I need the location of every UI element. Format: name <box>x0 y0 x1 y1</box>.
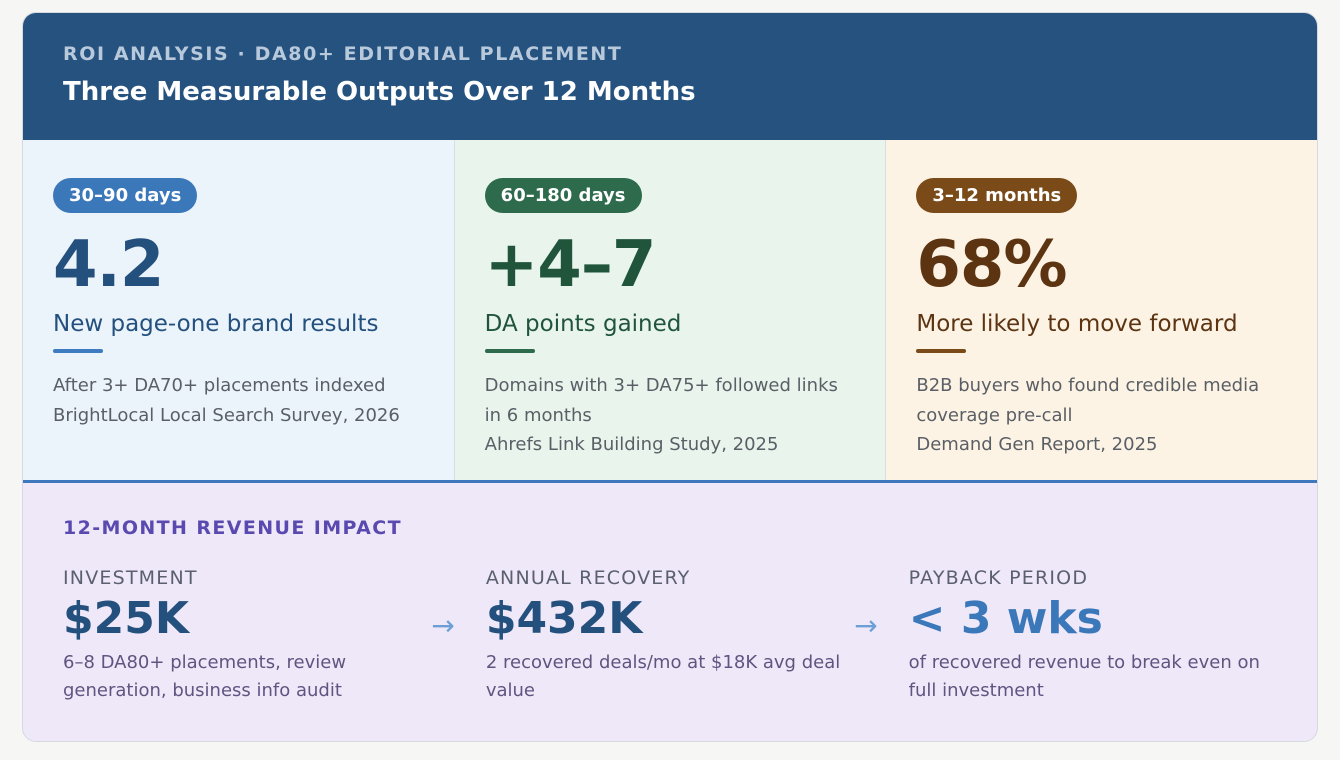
revenue-value: $432K <box>485 593 643 644</box>
timeframe-badge: 30–90 days <box>53 178 198 213</box>
card-title: Three Measurable Outputs Over 12 Months <box>63 77 696 107</box>
investment-column: INVESTMENT $25K 6–8 DA80+ placements, re… <box>63 567 431 705</box>
roi-card: ROI ANALYSIS · DA80+ EDITORIAL PLACEMENT… <box>22 12 1318 742</box>
metric-note: After 3+ DA70+ placements indexed Bright… <box>53 371 424 430</box>
metric-label: More likely to move forward <box>916 311 1238 337</box>
metric-note-line: B2B buyers who found credible media cove… <box>916 375 1260 426</box>
metric-value: 4.2 <box>53 228 164 302</box>
revenue-desc: of recovered revenue to break even on fu… <box>908 652 1260 701</box>
metric-value: +4–7 <box>484 228 657 302</box>
metric-label: DA points gained <box>484 311 682 337</box>
metric-da-points: 60–180 days +4–7 DA points gained Domain… <box>453 140 886 480</box>
metric-move-forward: 3–12 months 68% More likely to move forw… <box>885 140 1317 480</box>
annual-recovery-column: ANNUAL RECOVERY $432K 2 recovered deals/… <box>486 567 854 705</box>
accent-bar <box>53 349 103 353</box>
metric-note: B2B buyers who found credible media cove… <box>916 371 1287 460</box>
metric-label: New page-one brand results <box>53 311 379 337</box>
revenue-label: ANNUAL RECOVERY <box>485 567 691 589</box>
revenue-label: PAYBACK PERIOD <box>908 567 1089 589</box>
timeframe-badge: 3–12 months <box>916 178 1078 213</box>
metrics-row: 30–90 days 4.2 New page-one brand result… <box>23 140 1317 483</box>
metric-note-line: After 3+ DA70+ placements indexed <box>53 375 386 396</box>
revenue-impact-section: 12-MONTH REVENUE IMPACT INVESTMENT $25K … <box>23 483 1317 705</box>
metric-note-line: Domains with 3+ DA75+ followed links in … <box>484 375 838 426</box>
accent-bar <box>916 349 967 353</box>
section-title: 12-MONTH REVENUE IMPACT <box>63 517 402 539</box>
timeframe-badge: 60–180 days <box>484 178 642 213</box>
metric-source: Demand Gen Report, 2025 <box>916 434 1158 455</box>
revenue-value: < 3 wks <box>908 593 1103 644</box>
revenue-desc: 6–8 DA80+ placements, review generation,… <box>63 652 347 701</box>
revenue-label: INVESTMENT <box>63 567 198 589</box>
metric-note: Domains with 3+ DA75+ followed links in … <box>485 371 856 460</box>
payback-period-column: PAYBACK PERIOD < 3 wks of recovered reve… <box>909 567 1277 705</box>
revenue-row: INVESTMENT $25K 6–8 DA80+ placements, re… <box>63 567 1277 705</box>
metric-page-one-results: 30–90 days 4.2 New page-one brand result… <box>23 140 454 480</box>
revenue-desc: 2 recovered deals/mo at $18K avg deal va… <box>485 652 841 701</box>
accent-bar <box>484 349 535 353</box>
metric-source: Ahrefs Link Building Study, 2025 <box>484 434 779 455</box>
revenue-value: $25K <box>63 593 189 644</box>
arrow-right-icon: → <box>431 609 455 642</box>
arrow-right-icon: → <box>854 609 878 642</box>
metric-value: 68% <box>916 228 1067 302</box>
metric-source: BrightLocal Local Search Survey, 2026 <box>53 404 400 426</box>
card-header: ROI ANALYSIS · DA80+ EDITORIAL PLACEMENT… <box>23 13 1317 140</box>
eyebrow-label: ROI ANALYSIS · DA80+ EDITORIAL PLACEMENT <box>63 43 623 65</box>
